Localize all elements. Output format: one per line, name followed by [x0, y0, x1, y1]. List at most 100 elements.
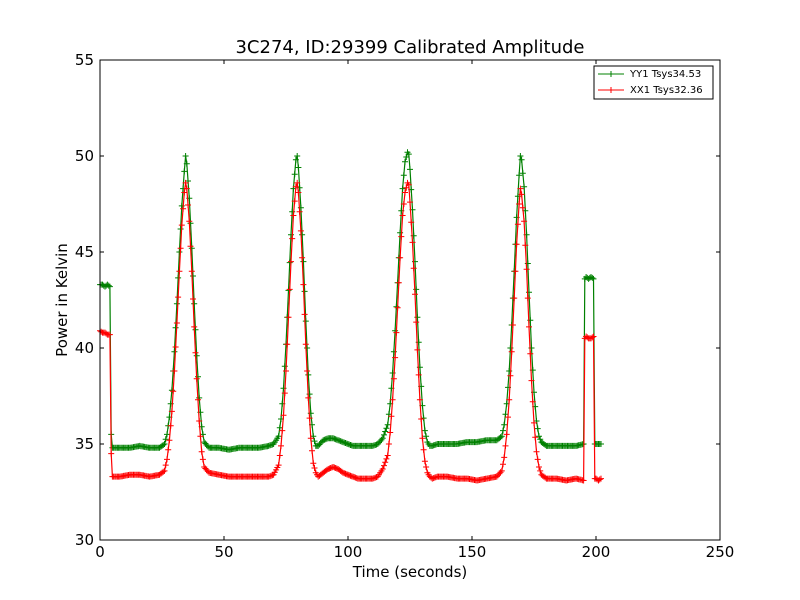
data-point	[412, 291, 418, 298]
data-point	[311, 465, 318, 471]
data-point	[516, 201, 523, 207]
data-point	[286, 286, 293, 293]
data-point	[192, 326, 199, 333]
data-point	[529, 398, 536, 405]
y-tick-label: 35	[75, 435, 94, 453]
data-point	[294, 153, 301, 159]
data-point	[106, 331, 113, 338]
data-point	[500, 461, 506, 468]
data-point	[408, 219, 415, 226]
data-point	[286, 259, 293, 266]
data-point	[275, 433, 282, 440]
y-tick-label: 45	[75, 243, 94, 261]
data-point	[523, 266, 530, 273]
x-tick-label: 100	[334, 543, 363, 561]
data-point	[297, 227, 304, 234]
data-point	[526, 323, 532, 330]
data-point	[534, 425, 541, 432]
data-point	[394, 304, 401, 311]
x-axis-label: Time (seconds)	[352, 563, 468, 581]
data-point	[276, 452, 283, 459]
data-point	[513, 241, 520, 248]
data-point	[191, 300, 198, 307]
data-point	[521, 183, 528, 190]
data-point	[518, 156, 525, 163]
data-point	[590, 333, 597, 340]
data-point	[193, 375, 200, 382]
data-point	[187, 243, 194, 250]
data-point	[509, 322, 516, 328]
data-point	[508, 348, 515, 355]
data-point	[181, 189, 188, 196]
data-point	[162, 436, 169, 443]
chart-title: 3C274, ID:29399 Calibrated Amplitude	[235, 37, 584, 58]
data-point	[164, 431, 170, 438]
data-point	[405, 181, 412, 188]
data-point	[168, 387, 175, 394]
data-point	[402, 158, 408, 165]
legend-label-xx1: XX1 Tsys32.36	[630, 85, 703, 96]
data-point	[177, 245, 184, 252]
data-point	[168, 408, 175, 415]
x-tick-label: 200	[582, 543, 611, 561]
data-point	[379, 466, 386, 472]
data-point	[175, 294, 182, 301]
data-point	[385, 441, 392, 447]
ticks-layer: 0 50 100 150 200 250 30 35 40 45 50 55	[75, 51, 734, 561]
data-point	[501, 421, 508, 428]
data-point	[190, 296, 196, 302]
data-point	[275, 462, 282, 469]
y-axis-label: Power in Kelvin	[53, 243, 71, 357]
data-point	[301, 288, 308, 295]
data-point	[415, 371, 422, 378]
data-point	[531, 419, 537, 426]
data-point	[296, 208, 303, 215]
data-point	[511, 295, 518, 302]
data-point	[497, 469, 504, 476]
data-point	[302, 318, 309, 325]
data-point	[421, 427, 428, 434]
legend: YY1 Tsys34.53 XX1 Tsys32.36	[593, 65, 714, 100]
data-point	[304, 368, 311, 374]
data-point	[419, 435, 426, 442]
data-point	[580, 477, 587, 484]
data-point	[399, 212, 406, 219]
data-point	[384, 421, 391, 428]
data-point	[402, 189, 408, 196]
data-point	[524, 295, 531, 302]
data-point	[505, 414, 511, 421]
data-point	[167, 422, 174, 429]
data-point	[291, 198, 298, 205]
y-tick-label: 30	[75, 531, 94, 549]
legend-box	[593, 65, 714, 100]
data-point	[536, 433, 542, 440]
data-point	[528, 377, 535, 384]
data-point	[160, 468, 167, 475]
data-point	[278, 442, 284, 449]
data-point	[183, 160, 190, 167]
data-point	[383, 455, 390, 462]
data-point	[390, 375, 397, 382]
data-point	[498, 433, 505, 440]
data-point	[384, 452, 391, 459]
data-point	[405, 151, 412, 158]
data-point	[407, 199, 413, 206]
data-point	[198, 448, 205, 455]
data-point	[172, 344, 179, 350]
data-point	[191, 323, 198, 330]
data-point	[196, 418, 203, 424]
data-point	[382, 428, 389, 435]
data-point	[414, 346, 421, 353]
data-point	[166, 437, 173, 444]
data-point	[164, 456, 170, 463]
data-point	[294, 179, 301, 186]
data-point	[192, 349, 199, 356]
data-point	[304, 345, 311, 351]
data-point	[413, 319, 420, 326]
data-point	[537, 467, 544, 474]
data-point	[176, 249, 183, 255]
data-point	[290, 212, 297, 219]
data-point	[517, 185, 524, 192]
data-point	[161, 467, 168, 474]
data-point	[105, 282, 112, 289]
